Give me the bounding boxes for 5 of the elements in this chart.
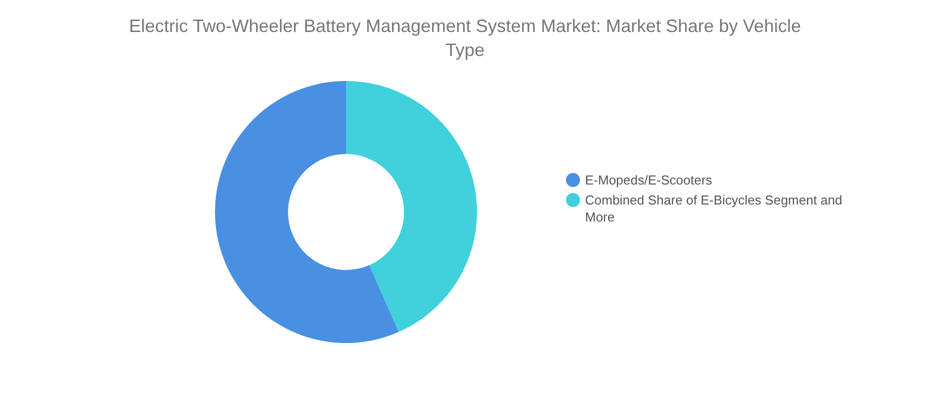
- chart-title: Electric Two-Wheeler Battery Management System Market: Market Share by Vehicle Type: [129, 16, 801, 60]
- legend-label: E-Mopeds/E-Scooters: [585, 172, 713, 188]
- donut-slice: [346, 81, 477, 332]
- donut-slice: [215, 81, 399, 343]
- legend-label: Combined Share of E-Bicycles Segment and More: [585, 192, 842, 224]
